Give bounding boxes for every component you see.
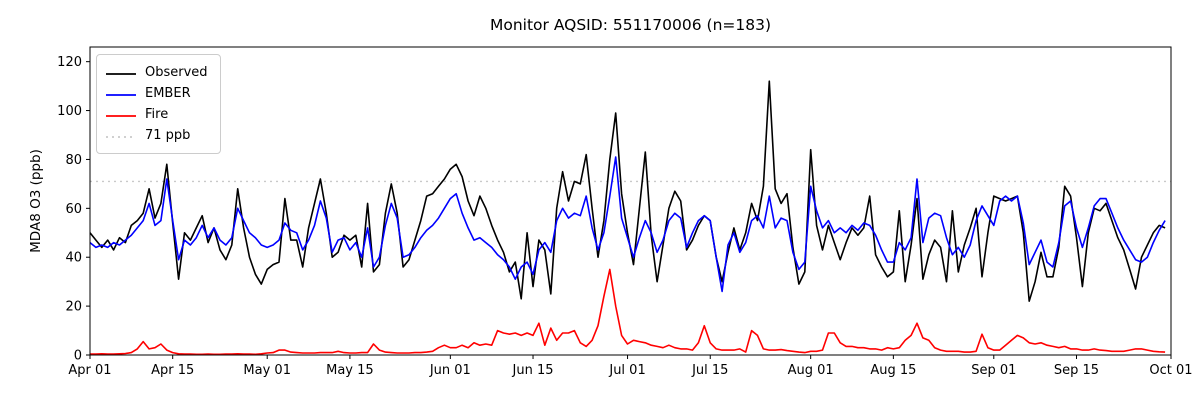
series-ember — [89, 156, 1166, 293]
x-tick-label: Sep 15 — [1054, 363, 1099, 378]
x-tick-label: May 15 — [326, 363, 374, 378]
legend-item: Observed — [106, 62, 208, 83]
y-tick-label: 120 — [57, 55, 82, 70]
y-tick-label: 60 — [65, 202, 82, 217]
legend-line-sample — [106, 87, 136, 101]
y-tick-label: 40 — [65, 251, 82, 266]
series-observed — [89, 80, 1166, 303]
legend-label: Observed — [145, 65, 208, 80]
y-tick-label: 0 — [74, 349, 82, 364]
x-tick-label: Jun 15 — [512, 363, 554, 378]
series-fire — [90, 268, 1166, 356]
legend-item: 71 ppb — [106, 125, 208, 146]
legend-label: 71 ppb — [145, 128, 191, 143]
x-tick-label: Aug 15 — [870, 363, 916, 378]
x-tick-label: Jul 15 — [691, 363, 728, 378]
chart-title: Monitor AQSID: 551170006 (n=183) — [489, 16, 772, 34]
x-tick-label: Jun 01 — [429, 363, 471, 378]
x-tick-label: Oct 01 — [1149, 363, 1192, 378]
plot-frame — [89, 46, 1172, 356]
x-tick-label: Sep 01 — [971, 363, 1016, 378]
legend-item: EMBER — [106, 83, 208, 104]
x-tick-label: Apr 15 — [151, 363, 194, 378]
legend-label: EMBER — [145, 86, 191, 101]
y-tick-label: 80 — [65, 153, 82, 168]
legend-line-sample — [106, 108, 136, 122]
legend-line-sample — [106, 66, 136, 80]
legend: Observed EMBER Fire 71 ppb — [96, 54, 221, 154]
x-tick-label: May 01 — [243, 363, 291, 378]
x-tick-label: Aug 01 — [788, 363, 834, 378]
y-tick-label: 100 — [57, 104, 82, 119]
x-tick-label: Apr 01 — [68, 363, 111, 378]
x-tick-label: Jul 01 — [608, 363, 645, 378]
legend-label: Fire — [145, 107, 169, 122]
y-axis-label: MDA8 O3 (ppb) — [28, 149, 44, 253]
legend-line-sample — [106, 129, 136, 143]
y-tick-label: 20 — [65, 300, 82, 315]
legend-item: Fire — [106, 104, 208, 125]
